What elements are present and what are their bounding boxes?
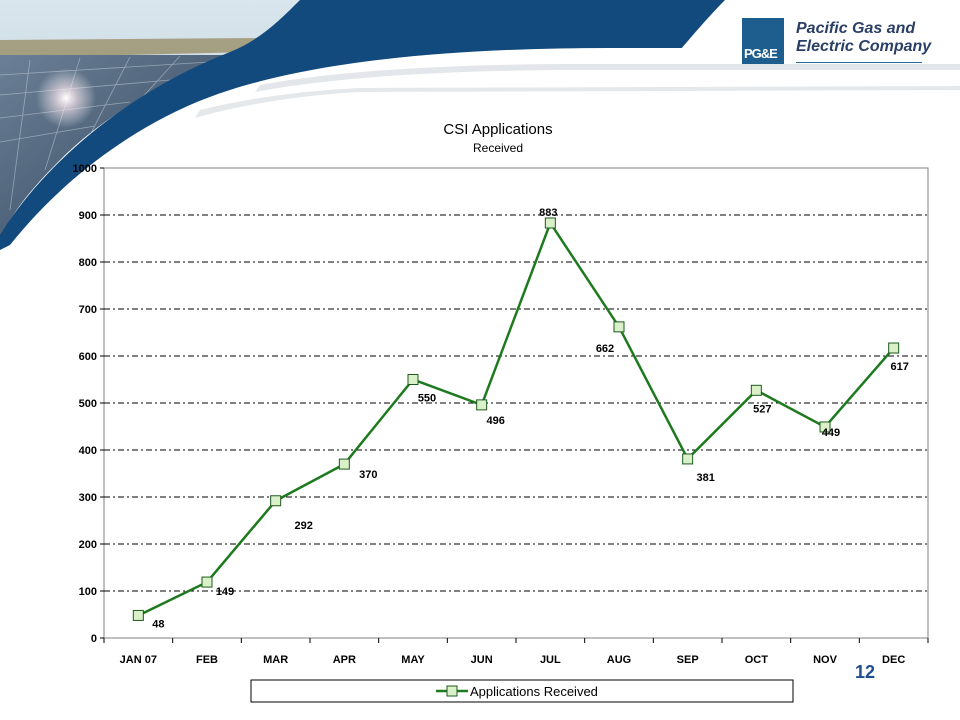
data-label: 149 (216, 586, 234, 598)
y-tick-label: 200 (79, 539, 97, 551)
y-tick-label: 700 (79, 304, 97, 316)
x-tick-label: JUN (471, 654, 493, 666)
legend-box (250, 679, 794, 703)
data-label: 381 (696, 472, 714, 484)
y-tick-label: 600 (79, 351, 97, 363)
company-name-line2: Electric Company (796, 38, 932, 55)
logo-mark-text: PG&E (744, 46, 778, 61)
pge-logo-mark: PG&E (742, 18, 784, 64)
x-tick-label: JAN 07 (120, 654, 157, 666)
data-point (270, 495, 282, 507)
legend-label: Applications Received (470, 684, 598, 699)
y-axis: 0 100 200 300 400 500 600 700 800 900 1000 (73, 163, 104, 645)
y-tick-label: 400 (79, 445, 97, 457)
x-tick-label: FEB (196, 654, 218, 666)
y-tick-label: 900 (79, 210, 97, 222)
chart-title: CSI Applications (443, 121, 552, 138)
x-tick-label: AUG (607, 654, 631, 666)
data-label: 449 (822, 427, 840, 439)
y-tick-label: 100 (79, 586, 97, 598)
series-markers (132, 217, 900, 621)
x-tick-label: JUL (540, 654, 561, 666)
y-tick-label: 800 (79, 257, 97, 269)
data-point (613, 321, 625, 333)
data-point (338, 458, 350, 470)
data-label: 527 (753, 403, 771, 415)
x-tick-label: NOV (813, 654, 838, 666)
data-label: 883 (539, 207, 557, 219)
x-axis: JAN 07 FEB MAR APR MAY JUN JUL AUG SEP OCT NOV DEC (103, 638, 929, 666)
chart-subtitle: Received (473, 141, 523, 155)
y-tick-label: 0 (91, 633, 97, 645)
data-point (407, 374, 419, 385)
data-label: 370 (359, 469, 377, 481)
data-point (132, 609, 144, 621)
data-point (888, 342, 900, 354)
data-point (476, 399, 488, 411)
y-tick-label: 500 (79, 398, 97, 410)
x-tick-label: DEC (882, 654, 905, 666)
data-point (201, 576, 213, 588)
data-point (682, 453, 694, 465)
data-point (544, 217, 556, 229)
data-point (819, 421, 831, 433)
logo-underline (796, 62, 922, 63)
data-label: 496 (486, 415, 504, 427)
y-tick-label: 300 (79, 492, 97, 504)
page-number: 12 (855, 662, 876, 682)
legend: Applications Received (250, 679, 794, 703)
data-label: 48 (152, 618, 164, 630)
x-tick-label: SEP (677, 654, 699, 666)
x-tick-label: APR (333, 654, 356, 666)
data-label: 292 (294, 520, 312, 532)
data-point (750, 384, 762, 396)
data-labels: 48 149 292 370 550 496 883 662 381 527 449 617 (152, 207, 909, 630)
pge-logo: PG&E Pacific Gas and Electric Company (742, 18, 937, 68)
series-line-applications-received (137, 220, 895, 617)
header-banner (0, 0, 960, 250)
gridlines (104, 214, 928, 592)
data-label: 617 (890, 361, 908, 373)
legend-marker-icon (446, 685, 458, 697)
company-name-line1: Pacific Gas and (796, 20, 916, 37)
x-tick-label: MAY (401, 654, 425, 666)
data-label: 662 (596, 343, 614, 355)
company-name: Pacific Gas and Electric Company (796, 20, 931, 56)
x-tick-label: OCT (745, 654, 769, 666)
data-label: 550 (418, 393, 436, 405)
y-tick-label: 1000 (73, 163, 97, 175)
x-tick-label: MAR (263, 654, 288, 666)
